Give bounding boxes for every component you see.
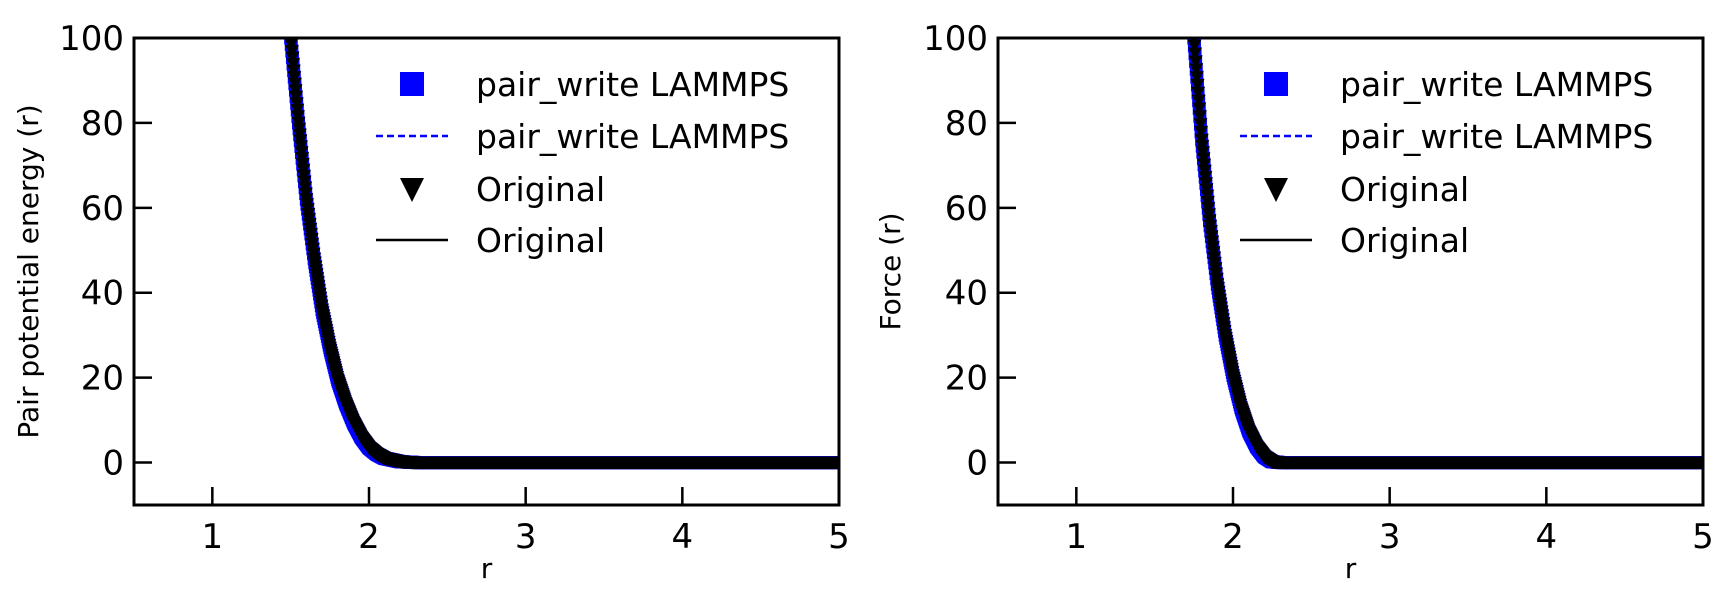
y-tick-label: 80 — [81, 104, 124, 144]
legend-label: pair_write LAMMPS — [476, 117, 789, 156]
data-point-triangle — [285, 51, 300, 65]
y-tick-label: 60 — [945, 189, 988, 229]
legend: pair_write LAMMPS pair_write LAMMPS Origin… — [1240, 65, 1653, 260]
x-tick-label: 1 — [202, 517, 224, 557]
plot-area — [284, 38, 839, 470]
legend-label: pair_write LAMMPS — [1340, 65, 1653, 104]
legend-item: pair_write LAMMPS — [1240, 117, 1653, 156]
legend-label: Original — [476, 221, 605, 260]
plot-area — [1187, 38, 1703, 470]
x-tick-label: 5 — [1692, 517, 1714, 557]
x-tick-label: 4 — [672, 517, 694, 557]
data-point-triangle — [1189, 71, 1204, 85]
legend-item: Original — [1264, 170, 1469, 209]
y-tick-label: 20 — [945, 359, 988, 399]
legend-item: pair_write LAMMPS — [376, 117, 789, 156]
legend-label: pair_write LAMMPS — [476, 65, 789, 104]
y-tick-label: 40 — [81, 274, 124, 314]
data-point-triangle — [1188, 47, 1203, 61]
legend-item: Original — [400, 170, 605, 209]
x-tick-label: 3 — [515, 517, 537, 557]
data-point-triangle — [284, 45, 299, 59]
series-2-triangle-down-markers — [284, 38, 839, 470]
x-tick-label: 3 — [1379, 517, 1401, 557]
data-point-triangle — [1192, 102, 1207, 116]
data-point-triangle — [284, 38, 299, 52]
legend-label: pair_write LAMMPS — [1340, 117, 1653, 156]
legend-triangle-icon — [1264, 178, 1288, 202]
data-point-triangle — [289, 97, 304, 111]
x-tick-label: 4 — [1536, 517, 1558, 557]
y-tick-label: 100 — [59, 19, 124, 59]
data-point-triangle — [1190, 79, 1205, 93]
x-tick-label: 5 — [828, 517, 850, 557]
data-point-triangle — [288, 84, 303, 98]
legend-square-icon — [400, 72, 424, 96]
data-point-triangle — [1194, 126, 1209, 140]
y-tick-label: 20 — [81, 359, 124, 399]
data-point-triangle — [289, 90, 304, 104]
y-tick-label: 60 — [81, 189, 124, 229]
x-tick-label: 2 — [1222, 517, 1244, 557]
x-tick-label: 1 — [1066, 517, 1088, 557]
y-axis-label: Pair potential energy (r) — [12, 104, 45, 438]
legend-label: Original — [1340, 221, 1469, 260]
y-tick-label: 100 — [923, 19, 988, 59]
legend-item: pair_write LAMMPS — [1264, 65, 1653, 104]
axes-frame — [132, 36, 841, 507]
data-point-triangle — [286, 58, 301, 72]
x-axis-label: r — [1345, 552, 1357, 585]
legend-item: pair_write LAMMPS — [400, 65, 789, 104]
x-tick-label: 2 — [358, 517, 380, 557]
data-point-triangle — [1193, 118, 1208, 132]
data-point-triangle — [1187, 39, 1202, 53]
legend-item: Original — [376, 221, 605, 260]
legend-label: Original — [476, 170, 605, 209]
legend: pair_write LAMMPS pair_write LAMMPS Origin… — [376, 65, 789, 260]
data-point-triangle — [287, 71, 302, 85]
legend-triangle-icon — [400, 178, 424, 202]
chart-panel-force: 1 2 3 4 5 0 20 40 60 80 100 r Force (r) pair_write LA… — [874, 19, 1714, 585]
data-point-triangle — [1191, 86, 1206, 100]
legend-label: Original — [1340, 170, 1469, 209]
data-point-triangle — [1192, 110, 1207, 124]
data-point-triangle — [287, 77, 302, 91]
legend-square-icon — [1264, 72, 1288, 96]
data-point-triangle — [1189, 63, 1204, 77]
series-2-triangle-down-markers — [1187, 38, 1703, 470]
axes-frame — [996, 36, 1705, 507]
y-tick-label: 0 — [966, 444, 988, 484]
x-axis-label: r — [481, 552, 493, 585]
data-point-triangle — [1188, 55, 1203, 69]
legend-item: Original — [1240, 221, 1469, 260]
data-point-triangle — [290, 110, 305, 124]
y-tick-label: 0 — [102, 444, 124, 484]
y-axis-label: Force (r) — [874, 212, 907, 330]
y-tick-label: 40 — [945, 274, 988, 314]
data-point-triangle — [286, 64, 301, 78]
data-point-triangle — [832, 456, 839, 470]
chart-panel-energy: 1 2 3 4 5 0 20 40 60 80 100 r Pair potential energy … — [12, 19, 850, 585]
data-point-triangle — [1696, 456, 1703, 470]
data-point-triangle — [1191, 94, 1206, 108]
data-point-triangle — [290, 103, 305, 117]
y-tick-label: 80 — [945, 104, 988, 144]
